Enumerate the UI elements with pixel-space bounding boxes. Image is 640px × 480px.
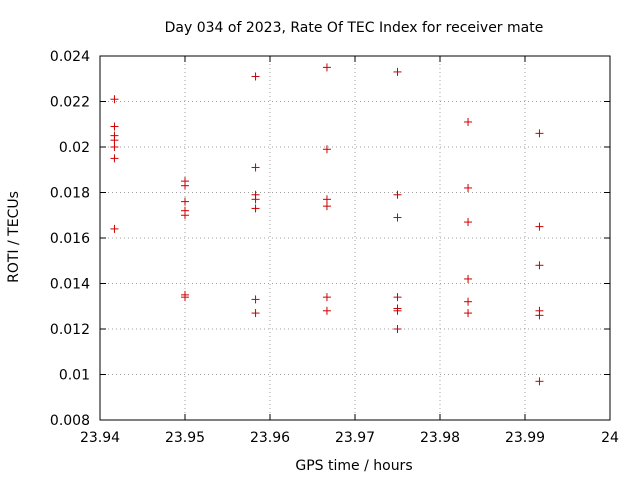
y-tick-label: 0.014 xyxy=(50,277,90,293)
data-point xyxy=(322,202,331,211)
data-point xyxy=(110,95,119,104)
data-point xyxy=(393,306,402,315)
data-point xyxy=(110,136,119,145)
data-point xyxy=(251,72,260,81)
y-tick-label: 0.016 xyxy=(50,231,90,247)
data-point xyxy=(251,163,260,172)
tick-labels: 23.94 23.95 23.96 23.97 23.98 23.99 24 0.008 0.0… xyxy=(50,49,619,446)
data-point xyxy=(322,195,331,204)
data-point xyxy=(322,63,331,72)
data-point xyxy=(464,297,473,306)
data-point xyxy=(535,261,544,270)
data-point xyxy=(110,154,119,163)
y-tick-label: 0.022 xyxy=(50,95,90,111)
data-point xyxy=(322,306,331,315)
y-tick-label: 0.012 xyxy=(50,322,90,338)
data-point xyxy=(393,213,402,222)
data-point xyxy=(393,293,402,302)
data-point xyxy=(464,309,473,318)
x-tick-label: 24 xyxy=(601,430,619,446)
data-point xyxy=(110,224,119,233)
y-axis-label: ROTI / TECUs xyxy=(6,191,22,283)
x-tick-label: 23.94 xyxy=(80,430,120,446)
data-point xyxy=(464,117,473,126)
x-axis-label: GPS time / hours xyxy=(295,458,412,474)
data-point xyxy=(393,190,402,199)
data-point xyxy=(464,218,473,227)
data-point xyxy=(535,129,544,138)
x-tick-label: 23.98 xyxy=(420,430,460,446)
grid-lines xyxy=(100,56,610,420)
data-point xyxy=(110,122,119,131)
x-tick-label: 23.96 xyxy=(250,430,290,446)
chart-title: Day 034 of 2023, Rate Of TEC Index for r… xyxy=(165,20,544,36)
data-point xyxy=(251,309,260,318)
x-tick-label: 23.99 xyxy=(505,430,545,446)
data-point xyxy=(535,222,544,231)
y-tick-label: 0.008 xyxy=(50,413,90,429)
y-tick-label: 0.024 xyxy=(50,49,90,65)
y-tick-label: 0.02 xyxy=(59,140,90,156)
data-point xyxy=(251,204,260,213)
y-tick-label: 0.01 xyxy=(59,368,90,384)
data-point xyxy=(181,293,189,302)
data-point xyxy=(110,143,119,151)
data-point xyxy=(181,197,189,206)
y-tick-label: 0.018 xyxy=(50,186,90,202)
x-tick-label: 23.97 xyxy=(335,430,375,446)
data-point xyxy=(393,67,402,76)
data-point xyxy=(181,211,189,220)
data-point xyxy=(535,377,544,386)
data-point xyxy=(251,295,260,304)
data-point xyxy=(393,325,402,333)
data-points xyxy=(110,63,544,386)
data-point xyxy=(464,183,473,192)
data-point xyxy=(322,293,331,302)
data-point xyxy=(322,145,331,154)
data-point xyxy=(464,274,473,283)
plot-frame xyxy=(99,55,611,421)
data-point xyxy=(251,195,260,204)
data-point xyxy=(181,181,189,190)
x-tick-label: 23.95 xyxy=(165,430,205,446)
data-point xyxy=(535,311,544,320)
